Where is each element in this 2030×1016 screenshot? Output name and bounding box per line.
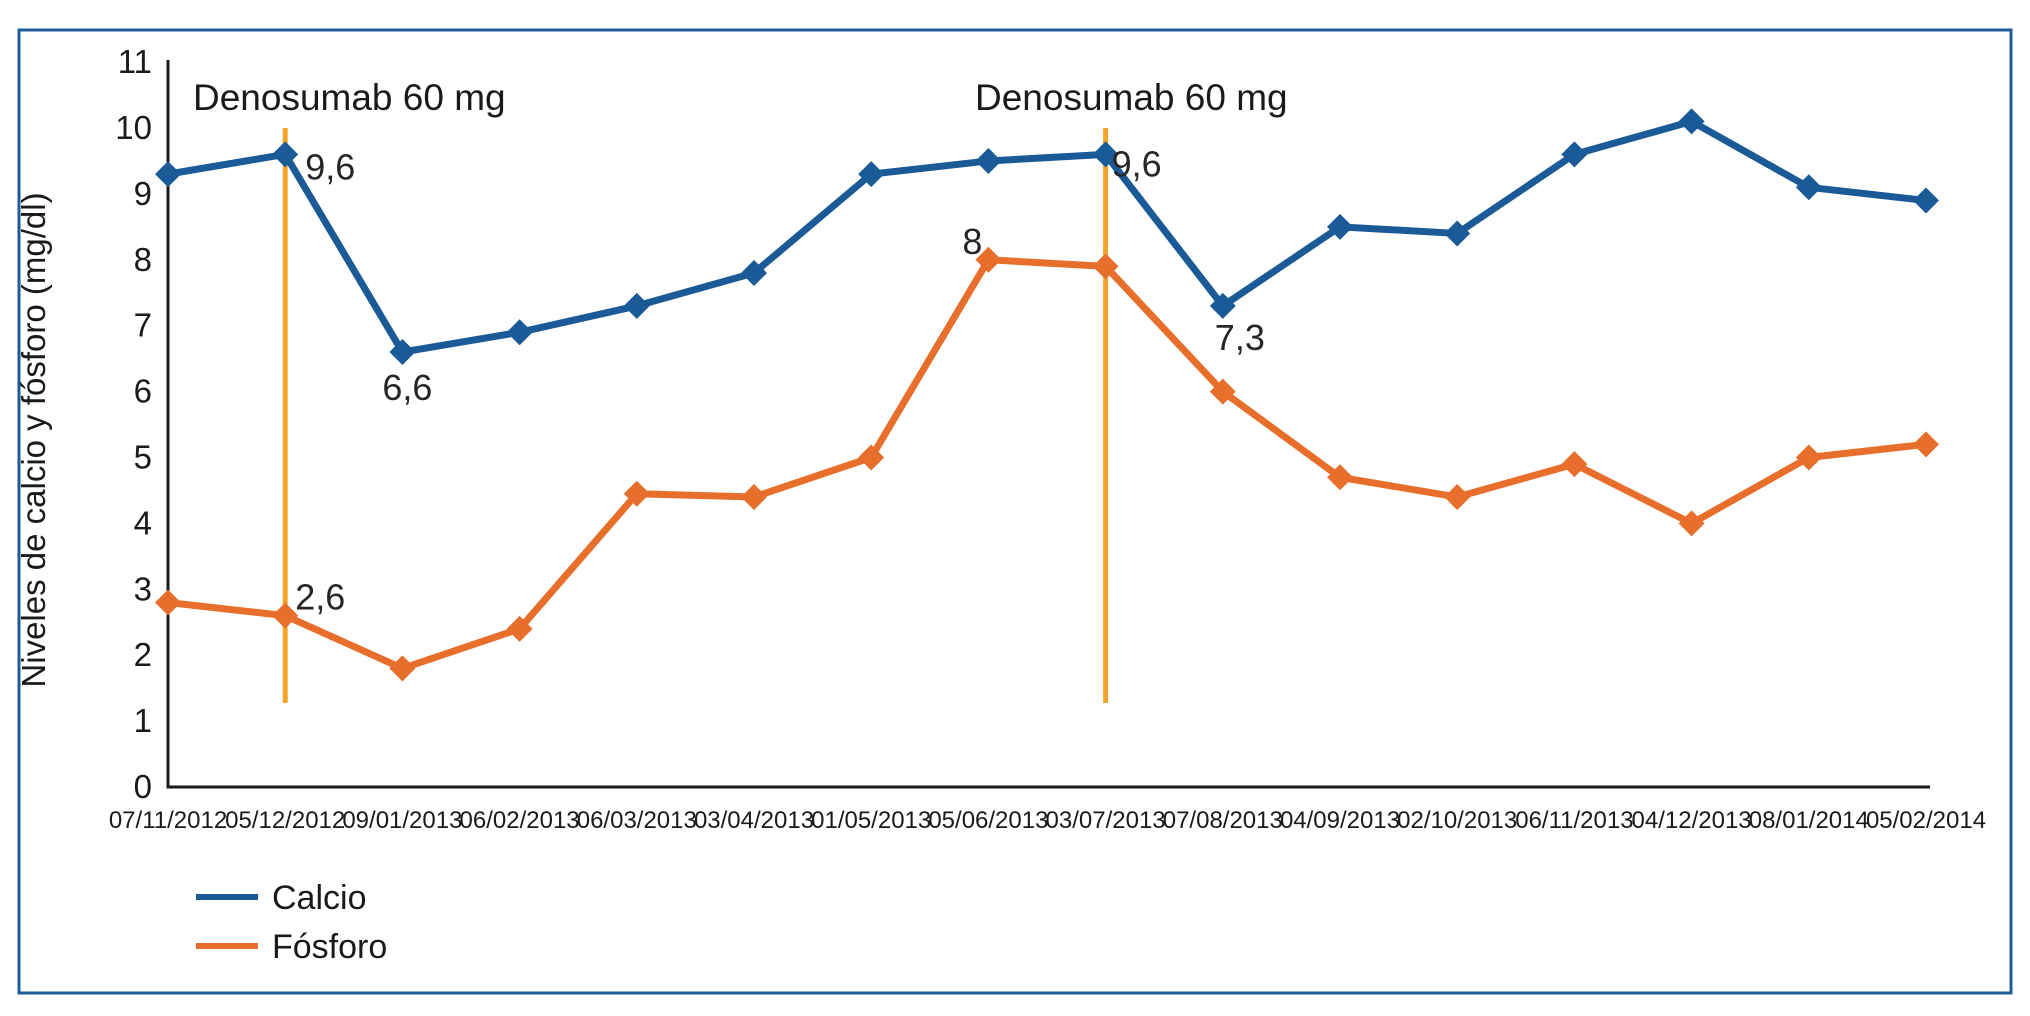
point-value-label: 9,6	[1112, 143, 1162, 184]
y-tick-label: 11	[118, 43, 152, 80]
data-point-marker-calcio	[506, 319, 533, 346]
y-tick-label: 3	[134, 570, 152, 607]
denosumab-event-label: Denosumab 60 mg	[975, 77, 1288, 118]
y-tick-label: 7	[134, 307, 152, 344]
y-tick-label: 4	[134, 504, 152, 541]
data-point-marker-fósforo	[1092, 253, 1119, 280]
data-point-marker-calcio	[1795, 174, 1822, 201]
data-point-marker-calcio	[1913, 187, 1939, 214]
x-axis-label: 04/12/2013	[1632, 807, 1752, 834]
x-axis-label: 06/02/2013	[460, 807, 580, 834]
x-axis-label: 06/11/2013	[1515, 807, 1633, 834]
data-point-marker-fósforo	[975, 246, 1002, 273]
data-point-marker-calcio	[1678, 108, 1705, 135]
figure-border	[17, 28, 2013, 995]
legend-label-fósforo: Fósforo	[272, 928, 387, 966]
data-point-marker-fósforo	[623, 480, 650, 507]
point-value-label: 2,6	[295, 577, 345, 618]
point-value-label: 6,6	[382, 367, 432, 408]
data-point-marker-calcio	[623, 292, 650, 319]
x-axis-label: 07/11/2012	[109, 807, 227, 834]
data-point-marker-calcio	[1561, 141, 1588, 168]
y-tick-label: 10	[115, 109, 152, 146]
y-axis-title: Niveles de calcio y fósforo (mg/dl)	[15, 192, 52, 687]
data-point-marker-fósforo	[1678, 510, 1705, 537]
data-point-marker-fósforo	[272, 602, 299, 629]
data-point-marker-calcio	[389, 339, 416, 366]
data-point-marker-calcio	[1444, 220, 1471, 247]
data-point-marker-calcio	[858, 161, 885, 188]
data-point-marker-fósforo	[1561, 451, 1588, 478]
x-axis-label: 02/10/2013	[1397, 807, 1517, 834]
data-point-marker-fósforo	[1795, 444, 1822, 471]
series-line-calcio	[164, 117, 1930, 356]
x-axis-label: 05/12/2012	[225, 807, 345, 834]
y-tick-label: 6	[134, 373, 152, 410]
data-point-marker-fósforo	[389, 655, 416, 682]
y-tick-label: 9	[134, 175, 152, 212]
x-axis-label: 04/09/2013	[1280, 807, 1400, 834]
data-point-marker-fósforo	[1913, 431, 1939, 458]
denosumab-event-label: Denosumab 60 mg	[193, 77, 506, 118]
y-tick-label: 5	[134, 439, 152, 476]
point-value-label: 7,3	[1215, 317, 1265, 358]
x-axis-label: 09/01/2013	[342, 807, 462, 834]
data-point-marker-calcio	[155, 161, 181, 188]
data-point-marker-fósforo	[858, 444, 885, 471]
data-point-marker-fósforo	[1327, 464, 1353, 491]
y-tick-label: 8	[134, 241, 152, 278]
legend-label-calcio: Calcio	[272, 879, 366, 917]
data-point-marker-calcio	[272, 141, 299, 168]
point-value-label: 9,6	[305, 146, 355, 187]
data-point-marker-calcio	[1209, 292, 1236, 319]
data-point-marker-fósforo	[1209, 378, 1236, 405]
data-point-marker-calcio	[741, 259, 767, 286]
x-axis-label: 08/01/2014	[1749, 807, 1869, 834]
x-axis-label: 03/04/2013	[694, 807, 814, 834]
data-point-marker-calcio	[1092, 141, 1119, 168]
y-tick-label: 2	[134, 636, 152, 673]
data-point-marker-fósforo	[741, 484, 767, 511]
data-point-marker-fósforo	[1444, 484, 1471, 511]
x-axis-label: 07/08/2013	[1163, 807, 1283, 834]
point-value-label: 8	[962, 221, 982, 262]
y-tick-label: 0	[134, 768, 152, 805]
x-axis-label: 06/03/2013	[577, 807, 697, 834]
x-axis-label: 01/05/2013	[811, 807, 931, 834]
series-line-fósforo	[164, 256, 1930, 672]
data-point-marker-fósforo	[506, 615, 533, 642]
y-tick-label: 1	[134, 702, 152, 739]
data-point-marker-fósforo	[155, 589, 181, 616]
x-axis-label: 03/07/2013	[1046, 807, 1166, 834]
data-point-marker-calcio	[1327, 213, 1353, 240]
x-axis-label: 05/06/2013	[928, 807, 1048, 834]
x-axis-label: 05/02/2014	[1866, 807, 1986, 834]
data-point-marker-calcio	[975, 147, 1002, 174]
